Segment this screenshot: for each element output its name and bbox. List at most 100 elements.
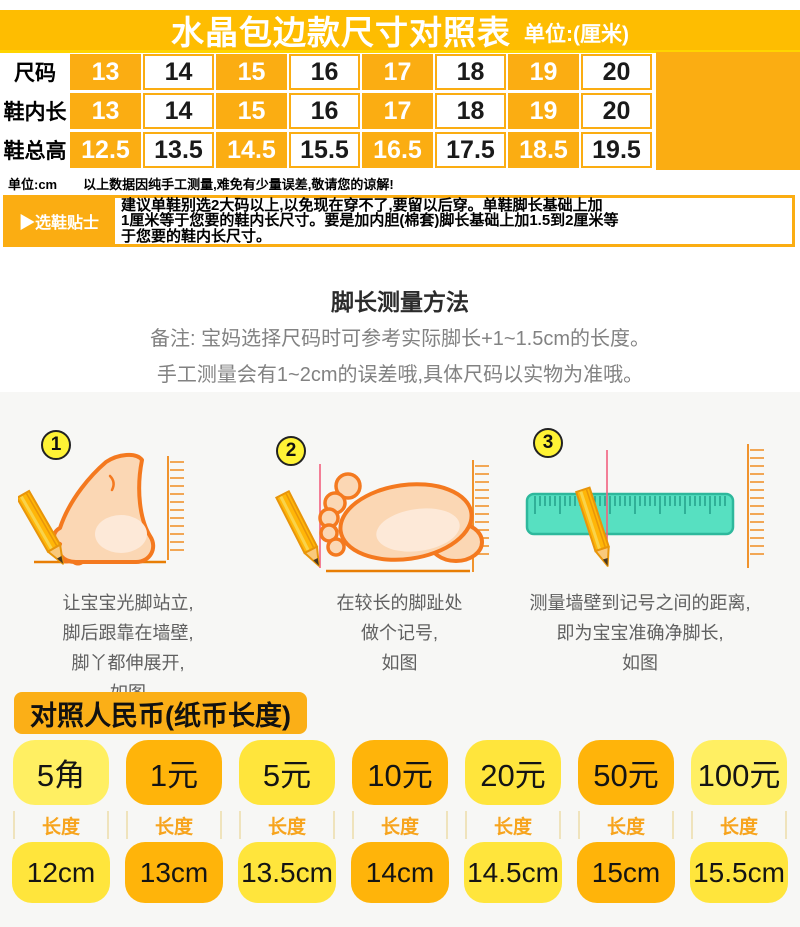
- step2-foot-sole-illustration: [274, 460, 489, 573]
- caption-line: 在较长的脚趾处: [336, 593, 463, 613]
- inner-length-cell: 16: [289, 93, 360, 129]
- total-height-cell: 16.5: [362, 132, 433, 168]
- step3-ruler-illustration: [525, 444, 764, 570]
- length-label: 长度: [41, 816, 80, 838]
- table-row-size: 尺码 13 14 15 16 17 18 19 20: [0, 54, 800, 90]
- inner-length-cells: 13 14 15 16 17 18 19 20: [70, 93, 654, 129]
- rmb-column: 10元 长度 14cm: [351, 740, 449, 903]
- inner-length-cell: 20: [581, 93, 652, 129]
- caption-line: 即为宝宝准确净脚长,: [556, 623, 724, 643]
- length-bracket: 长度: [465, 811, 561, 839]
- rmb-column: 1元 长度 13cm: [125, 740, 223, 903]
- page-title: 水晶包边款尺寸对照表: [171, 14, 511, 51]
- disclaimer-unit: 单位:cm: [8, 177, 58, 192]
- length-label: 长度: [154, 816, 193, 838]
- inner-length-cell: 13: [70, 93, 141, 129]
- length-bracket: 长度: [352, 811, 448, 839]
- denomination-pill: 5角: [13, 740, 109, 805]
- total-height-cell: 15.5: [289, 132, 360, 168]
- length-bracket: 长度: [239, 811, 335, 839]
- rmb-banner: 对照人民币(纸币长度): [14, 692, 307, 734]
- measure-remark-1: 备注: 宝妈选择尺码时可参考实际脚长+1~1.5cm的长度。: [149, 328, 651, 350]
- inner-length-cell: 15: [216, 93, 287, 129]
- rmb-column: 100元 长度 15.5cm: [690, 740, 788, 903]
- tip-line: 于您要的鞋内长尺寸。: [121, 227, 272, 245]
- length-label: 长度: [493, 816, 532, 838]
- size-cell: 20: [581, 54, 652, 90]
- inner-length-cell: 14: [143, 93, 214, 129]
- step-3-badge: 3: [533, 428, 563, 458]
- total-height-cells: 12.5 13.5 14.5 15.5 16.5 17.5 18.5 19.5: [70, 132, 654, 168]
- length-bracket: 长度: [126, 811, 222, 839]
- disclaimer-note: 单位:cm 以上数据因纯手工测量,难免有少量误差,敬请您的谅解!: [8, 174, 394, 193]
- caption-line: 脚后跟靠在墙壁,: [62, 623, 194, 643]
- length-bracket: 长度: [691, 811, 787, 839]
- total-height-cell: 13.5: [143, 132, 214, 168]
- length-value-pill: 15.5cm: [690, 842, 788, 903]
- total-height-cell: 14.5: [216, 132, 287, 168]
- header-bar: 水晶包边款尺寸对照表 单位:(厘米): [0, 10, 800, 53]
- row-label-size: 尺码: [0, 54, 70, 90]
- rmb-column: 20元 长度 14.5cm: [464, 740, 562, 903]
- size-cell: 13: [70, 54, 141, 90]
- size-cell: 17: [362, 54, 433, 90]
- length-value-pill: 14.5cm: [464, 842, 562, 903]
- row-label-inner-length: 鞋内长: [0, 93, 70, 129]
- ruler-icon: [525, 492, 735, 536]
- inner-length-cell: 18: [435, 93, 506, 129]
- rmb-column: 5角 长度 12cm: [12, 740, 110, 903]
- size-table: 尺码 13 14 15 16 17 18 19 20 鞋内长 13 14 15 16 17 18 19 20…: [0, 52, 800, 171]
- wall-ticks-icon: [167, 456, 184, 560]
- caption-line: 如图: [622, 653, 658, 673]
- caption-line: 测量墙壁到记号之间的距离,: [529, 593, 751, 613]
- length-bracket: 长度: [578, 811, 674, 839]
- total-height-cell: 18.5: [508, 132, 579, 168]
- length-value-pill: 15cm: [577, 842, 675, 903]
- illustration-panel: 1 2 3: [0, 392, 800, 927]
- length-label: 长度: [267, 816, 306, 838]
- size-cell: 14: [143, 54, 214, 90]
- rmb-comparison-grid: 5角 长度 12cm 1元 长度 13cm 5元 长度 13.5cm 10元: [0, 740, 800, 903]
- size-cell: 16: [289, 54, 360, 90]
- denomination-pill: 1元: [126, 740, 222, 805]
- caption-line: 如图: [381, 653, 418, 673]
- length-label: 长度: [606, 816, 645, 838]
- length-value-pill: 13.5cm: [238, 842, 336, 903]
- foot-sole-icon: [318, 472, 484, 563]
- length-bracket: 长度: [13, 811, 109, 839]
- length-value-pill: 14cm: [351, 842, 449, 903]
- step2-caption: 在较长的脚趾处 做个记号, 如图: [292, 588, 507, 678]
- tip-line: 建议单鞋别选2大码以上,以免现在穿不了,要留以后穿。单鞋脚长基础上加: [121, 196, 603, 214]
- total-height-cell: 17.5: [435, 132, 506, 168]
- total-height-cell: 19.5: [581, 132, 652, 168]
- tip-body: 建议单鞋别选2大码以上,以免现在穿不了,要留以后穿。单鞋脚长基础上加 1厘米等于您…: [115, 198, 792, 244]
- tip-label: ▶选鞋贴士: [18, 215, 99, 232]
- step-1-badge: 1: [41, 430, 71, 460]
- rmb-column: 50元 长度 15cm: [577, 740, 675, 903]
- table-right-filler: [656, 52, 800, 170]
- length-label: 长度: [380, 816, 419, 838]
- step1-caption: 让宝宝光脚站立,脚后跟靠在墙壁,脚丫都伸展开,如图: [18, 588, 238, 708]
- caption-line: 让宝宝光脚站立,: [62, 593, 194, 613]
- measure-remark-2: 手工测量会有1~2cm的误差哦,具体尺码以实物为准哦。: [156, 364, 644, 386]
- inner-length-cell: 17: [362, 93, 433, 129]
- unit-label: 单位:(厘米): [524, 22, 629, 46]
- length-label: 长度: [719, 816, 758, 838]
- pencil-icon: [274, 489, 327, 571]
- denomination-pill: 100元: [691, 740, 787, 805]
- tip-line: 1厘米等于您要的鞋内长尺寸。要是加内胆(棉套)脚长基础上加1.5到2厘米等: [121, 212, 619, 230]
- size-cell: 19: [508, 54, 579, 90]
- inner-length-cell: 19: [508, 93, 579, 129]
- denomination-pill: 10元: [352, 740, 448, 805]
- size-cell: 15: [216, 54, 287, 90]
- row-label-total-height: 鞋总高: [0, 132, 70, 168]
- caption-line: 脚丫都伸展开,: [71, 653, 185, 673]
- caption-line: 做个记号,: [360, 623, 438, 643]
- size-cell: 18: [435, 54, 506, 90]
- total-height-cell: 12.5: [70, 132, 141, 168]
- wall-ticks-icon: [747, 444, 764, 568]
- denomination-pill: 20元: [465, 740, 561, 805]
- step-2-badge: 2: [276, 436, 306, 466]
- step3-caption: 测量墙壁到记号之间的距离, 即为宝宝准确净脚长, 如图: [515, 588, 765, 678]
